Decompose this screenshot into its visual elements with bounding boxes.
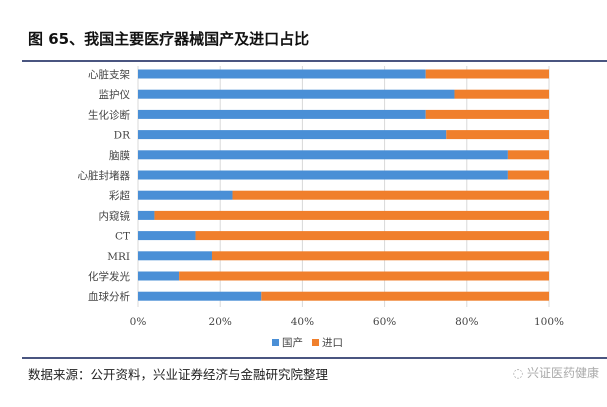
legend-swatch (272, 339, 279, 346)
watermark-text: 兴证医药健康 (526, 366, 599, 380)
bar-domestic (138, 109, 426, 119)
category-label: 监护仪 (99, 88, 131, 101)
bar-domestic (138, 69, 426, 79)
bar-domestic (138, 170, 508, 180)
bar-import (195, 231, 550, 241)
category-label: 心脏封堵器 (78, 169, 131, 182)
bar-import (179, 271, 549, 281)
bar-domestic (138, 291, 262, 301)
bar-import (507, 170, 549, 180)
watermark: ◌ 兴证医药健康 (512, 366, 599, 380)
bar-import (261, 291, 549, 301)
source-note: 数据来源：公开资料，兴业证券经济与金融研究院整理 (28, 367, 329, 382)
bar-domestic (138, 150, 508, 160)
bar-domestic (138, 130, 447, 140)
category-label: 心脏支架 (88, 68, 130, 81)
legend-swatch (312, 339, 319, 346)
bar-import (425, 69, 549, 79)
bar-import (446, 130, 549, 140)
x-tick-label: 20% (209, 316, 232, 328)
bar-domestic (138, 190, 233, 200)
bottom-rule (22, 357, 607, 359)
bar-import (454, 89, 549, 99)
category-label: 生化诊断 (88, 108, 130, 121)
x-tick-label: 100% (534, 316, 564, 328)
category-label: 化学发光 (88, 270, 130, 283)
legend-label: 国产 (282, 336, 303, 349)
bar-import (232, 190, 549, 200)
bar-domestic (138, 210, 155, 220)
category-label: 彩超 (109, 189, 130, 202)
bar-domestic (138, 271, 180, 281)
bar-import (154, 210, 549, 220)
bar-domestic (138, 231, 196, 241)
category-label: MRI (107, 251, 130, 263)
category-label: 血球分析 (88, 290, 130, 303)
category-label: CT (115, 231, 130, 243)
bar-import (211, 251, 550, 261)
legend-label: 进口 (322, 337, 343, 349)
bar-import (507, 150, 549, 160)
x-tick-label: 60% (373, 316, 396, 328)
x-tick-label: 40% (291, 316, 314, 328)
bar-domestic (138, 89, 455, 99)
category-label: 脑膜 (109, 149, 130, 162)
x-tick-label: 0% (130, 316, 147, 328)
category-label: 内窥镜 (99, 209, 131, 222)
x-tick-label: 80% (455, 316, 478, 328)
bar-domestic (138, 251, 212, 261)
figure-title: 图 65、我国主要医疗器械国产及进口占比 (28, 30, 310, 48)
top-rule (22, 60, 607, 62)
category-label: DR (114, 130, 131, 142)
bar-import (425, 109, 549, 119)
